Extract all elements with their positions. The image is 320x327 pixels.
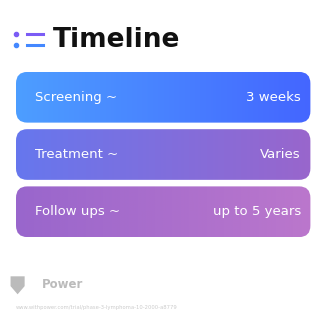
Text: Timeline: Timeline bbox=[53, 27, 180, 53]
Text: Screening ~: Screening ~ bbox=[35, 91, 117, 104]
Text: Varies: Varies bbox=[260, 148, 301, 161]
Text: Power: Power bbox=[42, 278, 83, 291]
Text: Treatment ~: Treatment ~ bbox=[35, 148, 118, 161]
Text: Follow ups ~: Follow ups ~ bbox=[35, 205, 120, 218]
Text: 3 weeks: 3 weeks bbox=[246, 91, 301, 104]
Text: up to 5 years: up to 5 years bbox=[212, 205, 301, 218]
Text: www.withpower.com/trial/phase-3-lymphoma-10-2000-a8779: www.withpower.com/trial/phase-3-lymphoma… bbox=[16, 305, 178, 310]
Polygon shape bbox=[11, 276, 25, 294]
